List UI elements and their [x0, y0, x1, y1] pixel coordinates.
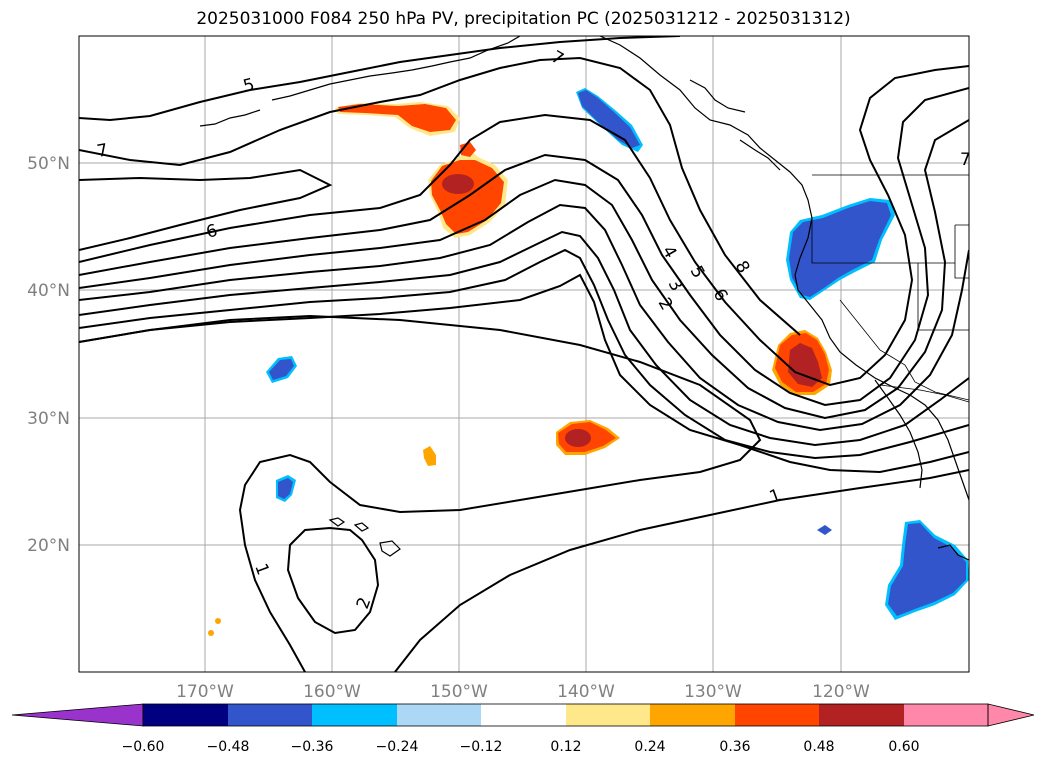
- colorbar-tick: −0.36: [291, 739, 334, 755]
- colorbar-tick: −0.48: [207, 739, 250, 755]
- svg-text:150°W: 150°W: [430, 682, 488, 702]
- coastlines: [199, 36, 969, 561]
- pv-contours: [79, 36, 969, 672]
- precip-positive-areas: [208, 102, 832, 636]
- svg-text:120°W: 120°W: [812, 682, 870, 702]
- colorbar-bin: [312, 704, 397, 726]
- map-frame: [78, 35, 970, 673]
- svg-text:7: 7: [95, 140, 109, 162]
- colorbar-bin: [228, 704, 312, 726]
- svg-text:160°W: 160°W: [303, 682, 361, 702]
- svg-text:130°W: 130°W: [684, 682, 742, 702]
- svg-text:50°N: 50°N: [27, 154, 70, 174]
- svg-text:20°N: 20°N: [27, 536, 70, 556]
- svg-text:30°N: 30°N: [27, 409, 70, 429]
- colorbar-tick: −0.24: [376, 739, 419, 755]
- political-borders: [811, 174, 969, 403]
- colorbar-tick: 0.12: [550, 739, 581, 755]
- colorbar-bin: [650, 704, 735, 726]
- svg-text:5: 5: [241, 75, 257, 97]
- colorbar-bin: [566, 704, 650, 726]
- colorbar-bin: [481, 704, 566, 726]
- latitude-labels: 50°N 40°N 30°N 20°N: [27, 154, 70, 556]
- colorbar-over-arrow: [987, 703, 1035, 727]
- colorbar-bin: [397, 704, 481, 726]
- colorbar-tick: −0.60: [122, 739, 165, 755]
- longitude-labels: 170°W 160°W 150°W 140°W 130°W 120°W: [176, 682, 870, 702]
- colorbar-bin: [904, 704, 988, 726]
- colorbar-bin: [143, 704, 228, 726]
- colorbar-tick: 0.48: [803, 739, 834, 755]
- colorbar-bin: [819, 704, 904, 726]
- colorbar-tick: −0.12: [460, 739, 503, 755]
- map-title: 2025031000 F084 250 hPa PV, precipitatio…: [196, 9, 851, 29]
- colorbar-tick: 0.24: [634, 739, 665, 755]
- svg-text:170°W: 170°W: [176, 682, 234, 702]
- colorbar-bin: [735, 704, 819, 726]
- map-area: [79, 36, 969, 672]
- svg-text:7: 7: [960, 150, 971, 170]
- colorbar-ticks: −0.60 −0.48 −0.36 −0.24 −0.12 0.12 0.24 …: [122, 739, 920, 755]
- colorbar-tick: 0.60: [888, 739, 919, 755]
- svg-text:40°N: 40°N: [27, 281, 70, 301]
- svg-text:140°W: 140°W: [557, 682, 615, 702]
- colorbar-tick: 0.36: [719, 739, 750, 755]
- svg-text:6: 6: [204, 221, 220, 243]
- colorbar: −0.60 −0.48 −0.36 −0.24 −0.12 0.12 0.24 …: [11, 703, 1035, 755]
- colorbar-under-arrow: [11, 703, 144, 727]
